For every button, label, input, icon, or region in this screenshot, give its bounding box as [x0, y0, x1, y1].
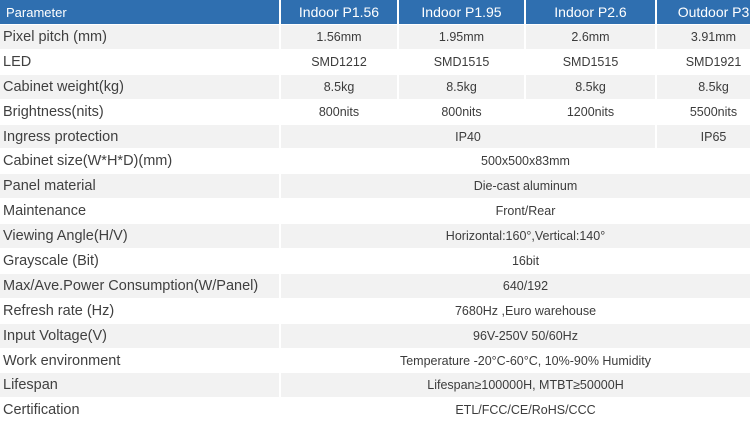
cell-value: 16bit — [281, 248, 750, 273]
header-parameter: Parameter — [0, 0, 281, 24]
row-lifespan: Lifespan Lifespan≥100000H, MTBT≥50000H — [0, 372, 750, 398]
header-row: Parameter Indoor P1.56 Indoor P1.95 Indo… — [0, 0, 750, 24]
row-label: Max/Ave.Power Consumption(W/Panel) — [0, 272, 281, 298]
row-label: Certification — [0, 397, 281, 422]
cell-value: 8.5kg — [281, 73, 399, 99]
row-certification: Certification ETL/FCC/CE/RoHS/CCC — [0, 397, 750, 422]
row-label: Ingress protection — [0, 123, 281, 149]
cell-value: Front/Rear — [281, 198, 750, 224]
row-cabinet-weight: Cabinet weight(kg) 8.5kg 8.5kg 8.5kg 8.5… — [0, 73, 750, 99]
cell-value: 2.6mm — [526, 24, 657, 49]
row-grayscale: Grayscale (Bit) 16bit — [0, 248, 750, 273]
cell-value: 1.56mm — [281, 24, 399, 49]
cell-value: 1200nits — [526, 98, 657, 124]
cell-value: 8.5kg — [526, 73, 657, 99]
row-label: Panel material — [0, 173, 281, 199]
cell-value: Die-cast aluminum — [281, 173, 750, 199]
cell-value: SMD1212 — [281, 48, 399, 74]
row-power-consumption: Max/Ave.Power Consumption(W/Panel) 640/1… — [0, 272, 750, 298]
row-maintenance: Maintenance Front/Rear — [0, 198, 750, 224]
row-input-voltage: Input Voltage(V) 96V-250V 50/60Hz — [0, 322, 750, 348]
cell-value: 8.5kg — [657, 73, 750, 99]
row-label: Refresh rate (Hz) — [0, 297, 281, 323]
header-indoor-p156: Indoor P1.56 — [281, 0, 399, 24]
row-led: LED SMD1212 SMD1515 SMD1515 SMD1921 — [0, 48, 750, 74]
cell-value-indoor: IP40 — [281, 123, 657, 149]
row-label: LED — [0, 48, 281, 74]
cell-value: 7680Hz ,Euro warehouse — [281, 297, 750, 323]
row-viewing-angle: Viewing Angle(H/V) Horizontal:160°,Verti… — [0, 223, 750, 249]
row-label: Brightness(nits) — [0, 98, 281, 124]
row-work-environment: Work environment Temperature -20°C-60°C,… — [0, 347, 750, 373]
row-ingress-protection: Ingress protection IP40 IP65 — [0, 123, 750, 149]
cell-value: 3.91mm — [657, 24, 750, 49]
cell-value: 640/192 — [281, 272, 750, 298]
cell-value: 500x500x83mm — [281, 148, 750, 174]
cell-value-outdoor: IP65 — [657, 123, 750, 149]
row-label: Maintenance — [0, 198, 281, 224]
row-brightness: Brightness(nits) 800nits 800nits 1200nit… — [0, 98, 750, 124]
cell-value: 96V-250V 50/60Hz — [281, 322, 750, 348]
cell-value: Temperature -20°C-60°C, 10%-90% Humidity — [281, 347, 750, 373]
header-outdoor-p3: Outdoor P3 — [657, 0, 750, 24]
cell-value: ETL/FCC/CE/RoHS/CCC — [281, 397, 750, 422]
cell-value: 800nits — [399, 98, 526, 124]
header-indoor-p195: Indoor P1.95 — [399, 0, 526, 24]
cell-value: Horizontal:160°,Vertical:140° — [281, 223, 750, 249]
row-label: Pixel pitch (mm) — [0, 24, 281, 49]
cell-value: Lifespan≥100000H, MTBT≥50000H — [281, 372, 750, 398]
header-indoor-p26: Indoor P2.6 — [526, 0, 657, 24]
cell-value: 8.5kg — [399, 73, 526, 99]
row-label: Work environment — [0, 347, 281, 373]
cell-value: 5500nits — [657, 98, 750, 124]
row-panel-material: Panel material Die-cast aluminum — [0, 173, 750, 199]
cell-value: 1.95mm — [399, 24, 526, 49]
row-label: Cabinet weight(kg) — [0, 73, 281, 99]
cell-value: SMD1515 — [526, 48, 657, 74]
row-label: Lifespan — [0, 372, 281, 398]
row-label: Cabinet size(W*H*D)(mm) — [0, 148, 281, 174]
cell-value: 800nits — [281, 98, 399, 124]
row-cabinet-size: Cabinet size(W*H*D)(mm) 500x500x83mm — [0, 148, 750, 174]
row-pixel-pitch: Pixel pitch (mm) 1.56mm 1.95mm 2.6mm 3.9… — [0, 24, 750, 49]
spec-table-body: Pixel pitch (mm) 1.56mm 1.95mm 2.6mm 3.9… — [0, 24, 750, 422]
cell-value: SMD1921 — [657, 48, 750, 74]
cell-value: SMD1515 — [399, 48, 526, 74]
spec-table-header: Parameter Indoor P1.56 Indoor P1.95 Indo… — [0, 0, 750, 24]
row-label: Input Voltage(V) — [0, 322, 281, 348]
row-label: Grayscale (Bit) — [0, 248, 281, 273]
row-refresh-rate: Refresh rate (Hz) 7680Hz ,Euro warehouse — [0, 297, 750, 323]
row-label: Viewing Angle(H/V) — [0, 223, 281, 249]
